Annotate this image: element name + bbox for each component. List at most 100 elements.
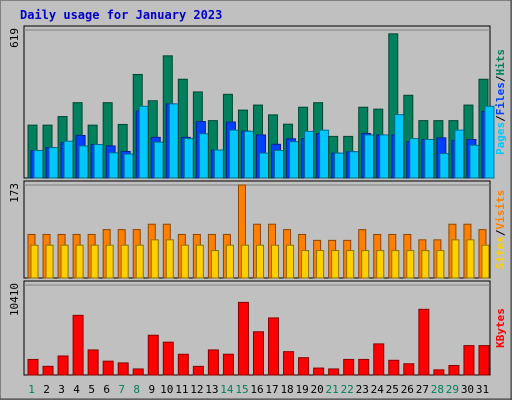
bar-pages-day-20 (319, 129, 330, 179)
legend-item: KBytes (494, 308, 507, 348)
bar-pages-day-12 (198, 133, 209, 179)
legend-kbytes: KBytes (494, 308, 507, 348)
bar-sites-day-26 (406, 250, 415, 279)
legend-hits: Pages/Files/Hits (494, 49, 507, 155)
bar-pages-day-16 (258, 152, 269, 179)
day-label-7: 7 (118, 383, 125, 396)
day-label-14: 14 (220, 383, 234, 396)
bar-kbytes-day-25 (388, 359, 400, 376)
bar-kbytes-day-23 (358, 358, 370, 376)
bar-pages-day-28 (439, 153, 450, 179)
bar-sites-day-16 (255, 244, 264, 279)
legend-item: Sites (494, 236, 507, 269)
bar-kbytes-day-21 (328, 368, 340, 376)
day-label-4: 4 (73, 383, 80, 396)
bar-sites-day-3 (60, 244, 69, 279)
bar-kbytes-day-4 (72, 314, 84, 376)
bar-kbytes-day-17 (268, 317, 280, 376)
day-label-30: 30 (461, 383, 474, 396)
bar-sites-day-21 (331, 250, 340, 279)
legend-item: Pages (494, 122, 507, 155)
bar-sites-day-8 (135, 244, 144, 279)
bar-pages-day-22 (349, 151, 360, 179)
bar-sites-day-29 (451, 239, 460, 279)
bar-kbytes-day-11 (177, 353, 189, 376)
day-label-13: 13 (205, 383, 218, 396)
bar-kbytes-day-10 (162, 341, 174, 376)
bar-kbytes-day-27 (418, 308, 430, 376)
bar-kbytes-day-12 (192, 365, 204, 376)
legend-item: Hits (494, 49, 507, 76)
bar-pages-day-31 (484, 105, 495, 179)
max-value-label: 173 (8, 183, 21, 203)
day-label-11: 11 (175, 383, 188, 396)
bar-sites-day-30 (466, 239, 475, 279)
day-label-23: 23 (356, 383, 369, 396)
bar-kbytes-day-2 (42, 365, 54, 376)
bar-kbytes-day-9 (147, 334, 159, 376)
day-label-18: 18 (280, 383, 293, 396)
bar-kbytes-day-3 (57, 355, 69, 376)
bar-sites-day-13 (210, 250, 219, 279)
day-label-2: 2 (43, 383, 50, 396)
bar-sites-day-22 (346, 250, 355, 279)
bar-kbytes-day-14 (222, 353, 234, 376)
day-label-21: 21 (326, 383, 339, 396)
day-label-26: 26 (401, 383, 414, 396)
panel-visits: 173 Sites/Visits (8, 180, 507, 279)
bar-sites-day-5 (90, 244, 99, 279)
day-label-17: 17 (265, 383, 278, 396)
bar-kbytes-day-31 (478, 345, 490, 376)
bar-kbytes-day-16 (252, 331, 264, 376)
day-label-12: 12 (190, 383, 203, 396)
bar-pages-day-15 (243, 130, 254, 179)
bar-pages-day-23 (364, 134, 375, 179)
day-label-3: 3 (58, 383, 65, 396)
bar-pages-day-2 (48, 147, 59, 179)
bar-sites-day-2 (45, 244, 54, 279)
bar-sites-day-15 (240, 244, 249, 279)
day-label-25: 25 (386, 383, 399, 396)
bar-pages-day-30 (469, 144, 480, 179)
bar-sites-day-25 (391, 250, 400, 279)
bar-pages-day-9 (153, 141, 164, 179)
bar-pages-day-4 (78, 145, 89, 179)
bar-kbytes-day-18 (283, 351, 295, 376)
bar-kbytes-day-20 (313, 367, 325, 376)
bar-sites-day-11 (180, 244, 189, 279)
bar-kbytes-day-6 (102, 360, 114, 376)
bar-pages-day-8 (138, 105, 149, 179)
bar-sites-day-10 (165, 239, 174, 279)
day-label-24: 24 (371, 383, 385, 396)
bar-sites-day-28 (436, 250, 445, 279)
day-label-16: 16 (250, 383, 263, 396)
legend-item: Files (494, 82, 507, 115)
bar-sites-day-12 (195, 244, 204, 279)
bar-kbytes-day-30 (463, 345, 475, 376)
bar-pages-day-11 (183, 138, 194, 179)
day-label-20: 20 (311, 383, 324, 396)
bar-pages-day-5 (93, 144, 104, 179)
bar-sites-day-20 (316, 250, 325, 279)
bar-kbytes-day-15 (237, 301, 249, 376)
bar-sites-day-9 (150, 239, 159, 279)
bar-sites-day-18 (286, 244, 295, 279)
chart-title: Daily usage for January 2023 (20, 8, 222, 22)
bar-pages-day-7 (123, 153, 134, 179)
max-value-label: 619 (8, 28, 21, 48)
panel-kbytes: 10410 KBytes (8, 280, 507, 376)
day-label-28: 28 (431, 383, 444, 396)
bar-kbytes-day-1 (27, 358, 39, 376)
bar-pages-day-27 (424, 139, 435, 179)
bar-sites-day-19 (301, 250, 310, 279)
day-label-5: 5 (88, 383, 95, 396)
bar-pages-day-13 (213, 149, 224, 179)
bar-kbytes-day-22 (343, 358, 355, 376)
bar-pages-day-18 (289, 141, 300, 179)
bar-sites-day-4 (75, 244, 84, 279)
bar-sites-day-17 (271, 244, 280, 279)
max-value-label: 10410 (8, 283, 21, 316)
bar-sites-day-24 (376, 250, 385, 279)
bar-pages-day-6 (108, 152, 119, 179)
legend-item: / (494, 229, 507, 236)
